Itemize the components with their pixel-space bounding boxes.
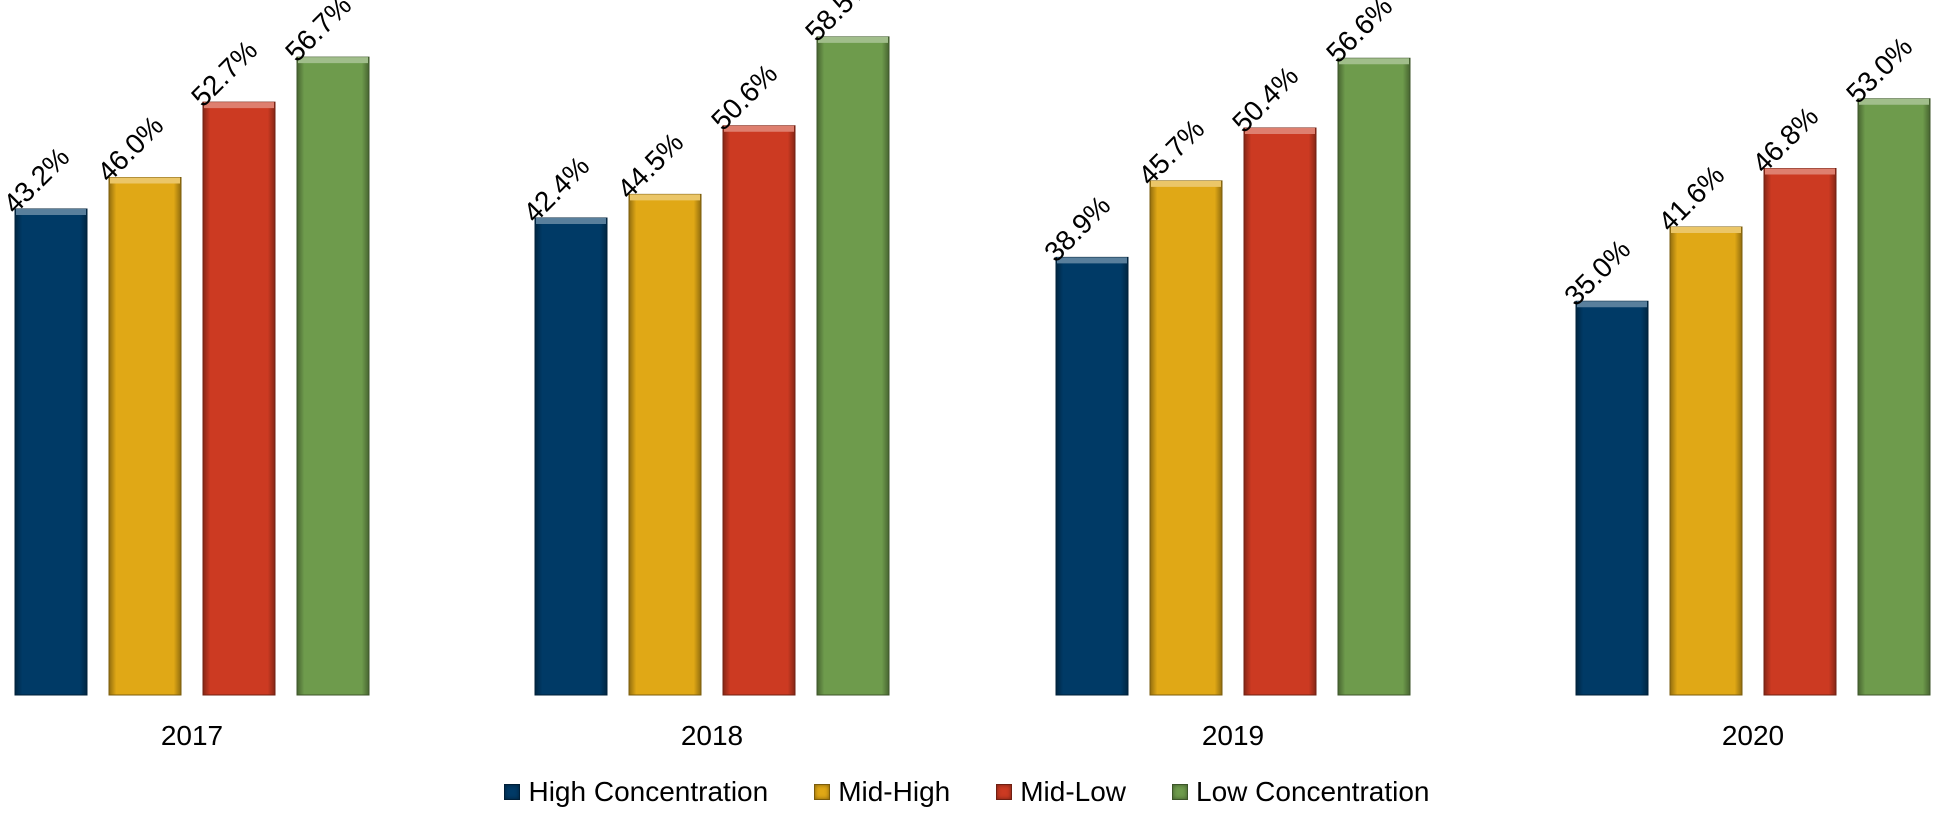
legend-swatch-mid-low — [996, 784, 1013, 800]
legend-label-mid-low: Mid-Low — [1020, 776, 1127, 807]
bar-low-concentration-2020 — [1857, 98, 1931, 696]
bar-rect — [628, 193, 702, 696]
bars-layer — [14, 36, 1931, 696]
bar-rect — [1149, 180, 1223, 696]
data-label-mid-low-2019: 50.4% — [1226, 60, 1304, 138]
legend-swatch-low-concentration — [1172, 784, 1189, 800]
bar-mid-high-2020 — [1669, 226, 1743, 696]
data-label-mid-low-2017: 52.7% — [185, 34, 263, 112]
data-label-mid-high-2018: 44.5% — [611, 127, 689, 205]
legend: High Concentration Mid-High Mid-Low Low Con… — [0, 778, 1934, 806]
bar-rect — [1763, 168, 1837, 696]
legend-item-mid-high: Mid-High — [814, 778, 950, 806]
bar-highlight — [630, 194, 700, 201]
bar-mid-low-2019 — [1243, 127, 1317, 696]
legend-label-low-concentration: Low Concentration — [1196, 776, 1430, 807]
bar-low-concentration-2019 — [1337, 57, 1411, 696]
bar-low-concentration-2017 — [296, 56, 370, 696]
bar-mid-low-2017 — [202, 101, 276, 696]
bar-rect — [296, 56, 370, 696]
bar-rect — [1575, 300, 1649, 696]
bar-high-concentration-2018 — [534, 217, 608, 696]
legend-item-mid-low: Mid-Low — [996, 778, 1126, 806]
bar-high-concentration-2020 — [1575, 300, 1649, 696]
data-label-high-concentration-2019: 38.9% — [1038, 190, 1116, 268]
data-label-mid-high-2017: 46.0% — [91, 110, 169, 188]
bar-high-concentration-2019 — [1055, 256, 1129, 696]
legend-item-high-concentration: High Concentration — [504, 778, 768, 806]
legend-item-low-concentration: Low Concentration — [1172, 776, 1430, 807]
x-tick-label-2019: 2019 — [1202, 720, 1264, 751]
bar-rect — [1243, 127, 1317, 696]
bar-highlight — [298, 57, 368, 64]
bar-highlight — [1057, 257, 1127, 264]
data-label-mid-low-2020: 46.8% — [1746, 101, 1824, 179]
legend-label-high-concentration: High Concentration — [528, 776, 769, 807]
bar-rect — [722, 125, 796, 696]
legend-label-mid-high: Mid-High — [838, 776, 951, 807]
bar-rect — [202, 101, 276, 696]
bar-rect — [1857, 98, 1931, 696]
legend-swatch-mid-high — [814, 784, 831, 800]
bar-highlight — [1859, 98, 1929, 105]
bar-rect — [1055, 256, 1129, 696]
x-axis-tick-labels: 2017 2018 2019 2020 — [161, 720, 1784, 751]
data-label-low-concentration-2020: 53.0% — [1840, 31, 1918, 109]
bar-mid-high-2017 — [108, 177, 182, 696]
bar-highlight — [724, 125, 794, 132]
bar-highlight — [1245, 128, 1315, 134]
bar-mid-high-2019 — [1149, 180, 1223, 696]
bar-highlight — [818, 36, 888, 43]
bar-rect — [108, 177, 182, 696]
x-tick-label-2020: 2020 — [1722, 720, 1784, 751]
x-tick-label-2018: 2018 — [681, 720, 743, 751]
data-label-mid-low-2018: 50.6% — [705, 58, 783, 136]
x-tick-label-2017: 2017 — [161, 720, 223, 751]
bar-highlight — [1339, 58, 1409, 65]
bar-mid-low-2020 — [1763, 168, 1837, 696]
bar-highlight — [1765, 168, 1835, 175]
bar-rect — [1669, 226, 1743, 696]
bar-rect — [14, 208, 88, 696]
legend-swatch-high-concentration — [504, 784, 521, 800]
data-label-mid-high-2020: 41.6% — [1652, 159, 1730, 237]
bar-highlight — [204, 102, 274, 109]
bar-highlight — [1577, 301, 1647, 308]
bar-mid-low-2018 — [722, 125, 796, 696]
bar-mid-high-2018 — [628, 193, 702, 696]
bar-high-concentration-2017 — [14, 208, 88, 696]
bar-highlight — [16, 209, 86, 215]
bar-rect — [534, 217, 608, 696]
data-label-mid-high-2019: 45.7% — [1132, 113, 1210, 191]
data-label-high-concentration-2020: 35.0% — [1558, 233, 1636, 311]
data-labels-layer: 43.2% 46.0%52.7%56.7%42.4% 44.5%50.6%58.5%… — [0, 0, 1918, 312]
bar-highlight — [1151, 180, 1221, 187]
bar-highlight — [536, 218, 606, 224]
data-label-high-concentration-2018: 42.4% — [517, 150, 595, 228]
bar-highlight — [110, 177, 180, 184]
data-label-high-concentration-2017: 43.2% — [0, 141, 75, 219]
bar-highlight — [1671, 227, 1741, 233]
bar-rect — [816, 36, 890, 696]
bar-low-concentration-2018 — [816, 36, 890, 696]
bar-rect — [1337, 57, 1411, 696]
